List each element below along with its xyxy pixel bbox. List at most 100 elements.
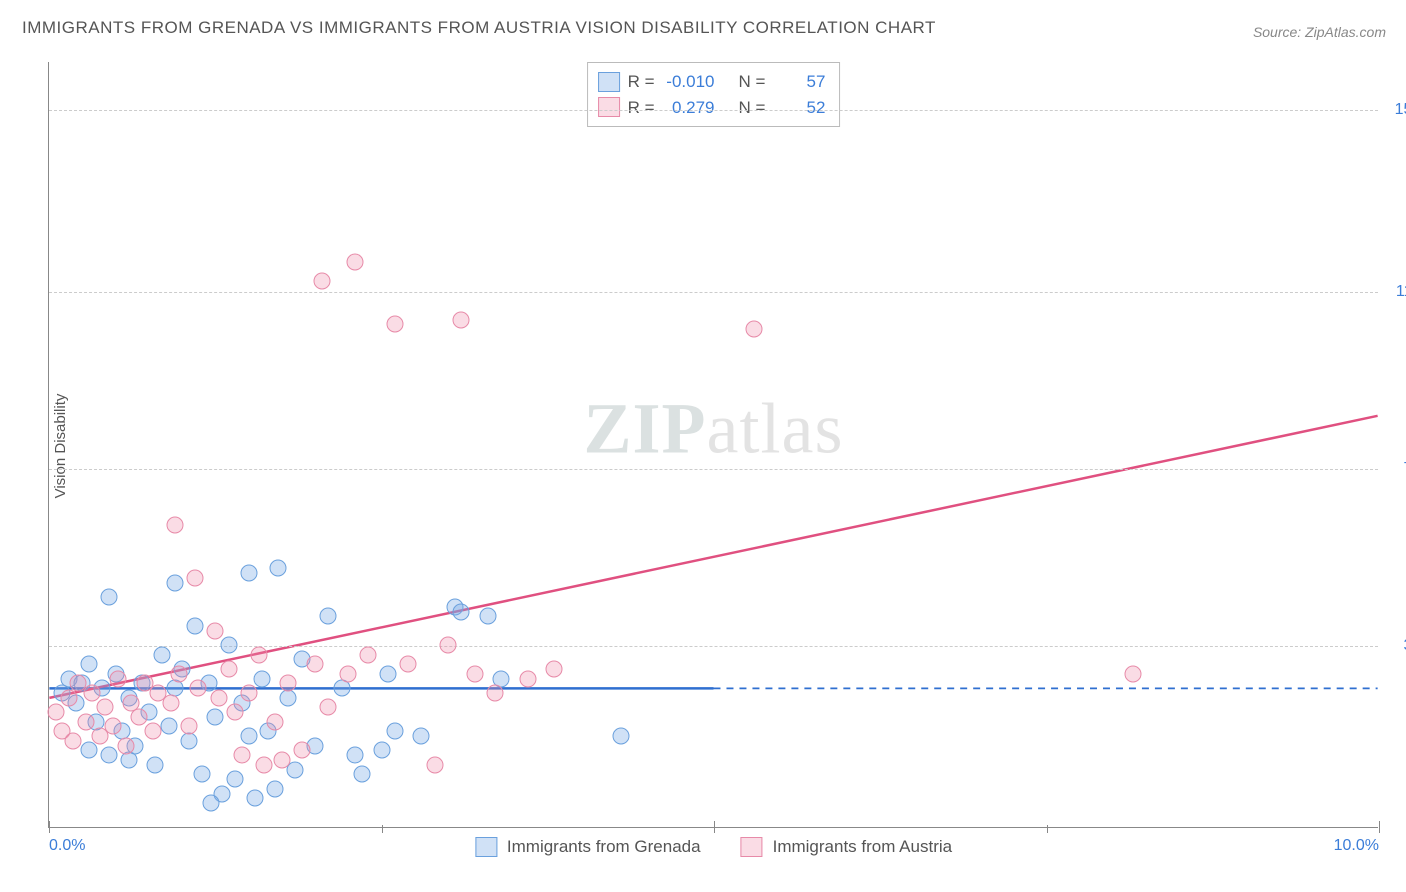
r-value-grenada: -0.010 — [663, 69, 715, 95]
data-point-grenada — [380, 665, 397, 682]
data-point-grenada — [120, 751, 137, 768]
data-point-austria — [280, 675, 297, 692]
data-point-austria — [171, 665, 188, 682]
x-tick — [49, 821, 50, 833]
data-point-austria — [64, 732, 81, 749]
n-value-grenada: 57 — [773, 69, 825, 95]
source-credit: Source: ZipAtlas.com — [1253, 24, 1386, 40]
data-point-austria — [426, 756, 443, 773]
correlation-legend: R = -0.010 N = 57 R = 0.279 N = 52 — [587, 62, 841, 127]
data-point-austria — [207, 622, 224, 639]
data-point-austria — [189, 680, 206, 697]
data-point-grenada — [160, 718, 177, 735]
data-point-austria — [745, 321, 762, 338]
data-point-grenada — [203, 795, 220, 812]
data-point-grenada — [240, 565, 257, 582]
y-tick-label: 11.2% — [1384, 283, 1406, 301]
data-point-austria — [360, 646, 377, 663]
y-tick-label: 15.0% — [1384, 101, 1406, 119]
watermark-zip: ZIP — [584, 389, 707, 469]
swatch-blue-icon — [475, 837, 497, 857]
data-point-austria — [144, 723, 161, 740]
swatch-pink-icon — [598, 97, 620, 117]
data-point-austria — [163, 694, 180, 711]
swatch-pink-icon — [741, 837, 763, 857]
data-point-austria — [104, 718, 121, 735]
data-point-austria — [307, 656, 324, 673]
data-point-grenada — [100, 589, 117, 606]
data-point-austria — [256, 756, 273, 773]
r-label: R = — [628, 95, 655, 121]
data-point-grenada — [80, 656, 97, 673]
data-point-austria — [346, 254, 363, 271]
n-value-austria: 52 — [773, 95, 825, 121]
data-point-austria — [440, 637, 457, 654]
x-tick — [1379, 821, 1380, 833]
data-point-grenada — [346, 747, 363, 764]
x-tick-label: 0.0% — [49, 837, 85, 855]
legend-label-austria: Immigrants from Austria — [773, 837, 953, 857]
data-point-grenada — [386, 723, 403, 740]
data-point-grenada — [320, 608, 337, 625]
legend-item-austria: Immigrants from Austria — [741, 837, 953, 857]
legend-row-grenada: R = -0.010 N = 57 — [598, 69, 826, 95]
data-point-austria — [180, 718, 197, 735]
data-point-grenada — [227, 771, 244, 788]
data-point-grenada — [479, 608, 496, 625]
x-tick-minor — [1047, 825, 1048, 833]
legend-label-grenada: Immigrants from Grenada — [507, 837, 701, 857]
legend-row-austria: R = 0.279 N = 52 — [598, 95, 826, 121]
data-point-austria — [220, 661, 237, 678]
data-point-grenada — [100, 747, 117, 764]
data-point-grenada — [453, 603, 470, 620]
data-point-austria — [267, 713, 284, 730]
data-point-grenada — [147, 756, 164, 773]
watermark: ZIPatlas — [584, 388, 844, 471]
scatter-plot: ZIPatlas R = -0.010 N = 57 R = 0.279 N =… — [48, 62, 1378, 828]
chart-title: IMMIGRANTS FROM GRENADA VS IMMIGRANTS FR… — [22, 18, 936, 38]
data-point-grenada — [253, 670, 270, 687]
data-point-grenada — [154, 646, 171, 663]
regression-lines — [49, 62, 1378, 827]
data-point-grenada — [240, 728, 257, 745]
data-point-austria — [486, 684, 503, 701]
data-point-austria — [233, 747, 250, 764]
r-label: R = — [628, 69, 655, 95]
watermark-atlas: atlas — [707, 389, 844, 469]
data-point-grenada — [167, 574, 184, 591]
y-tick-label: 7.5% — [1384, 460, 1406, 478]
gridline — [49, 292, 1378, 293]
data-point-grenada — [187, 617, 204, 634]
data-point-grenada — [353, 766, 370, 783]
gridline — [49, 646, 1378, 647]
data-point-grenada — [247, 790, 264, 807]
data-point-austria — [453, 311, 470, 328]
data-point-austria — [320, 699, 337, 716]
data-point-grenada — [80, 742, 97, 759]
data-point-austria — [273, 751, 290, 768]
data-point-austria — [118, 737, 135, 754]
data-point-austria — [466, 665, 483, 682]
legend-item-grenada: Immigrants from Grenada — [475, 837, 701, 857]
data-point-austria — [386, 316, 403, 333]
x-tick — [714, 821, 715, 833]
data-point-austria — [240, 684, 257, 701]
data-point-austria — [83, 684, 100, 701]
data-point-grenada — [193, 766, 210, 783]
n-label: N = — [739, 69, 766, 95]
data-point-austria — [167, 517, 184, 534]
data-point-austria — [96, 699, 113, 716]
x-tick-minor — [382, 825, 383, 833]
data-point-austria — [78, 713, 95, 730]
data-point-grenada — [612, 728, 629, 745]
series-legend: Immigrants from Grenada Immigrants from … — [475, 837, 952, 857]
data-point-grenada — [413, 728, 430, 745]
data-point-grenada — [373, 742, 390, 759]
data-point-austria — [187, 570, 204, 587]
y-tick-label: 3.8% — [1384, 637, 1406, 655]
n-label: N = — [739, 95, 766, 121]
data-point-austria — [47, 704, 64, 721]
data-point-austria — [110, 670, 127, 687]
data-point-austria — [60, 689, 77, 706]
data-point-austria — [211, 689, 228, 706]
